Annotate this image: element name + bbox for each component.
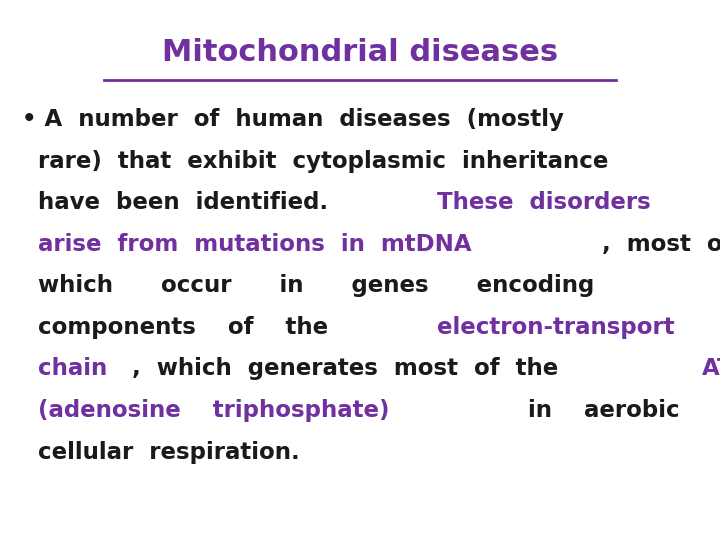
Text: Mitochondrial diseases: Mitochondrial diseases	[162, 38, 558, 67]
Text: ,  most  of: , most of	[602, 233, 720, 256]
Text: electron-transport: electron-transport	[437, 316, 675, 339]
Text: ATP: ATP	[702, 357, 720, 381]
Text: cellular  respiration.: cellular respiration.	[22, 441, 300, 464]
Text: have  been  identified.: have been identified.	[22, 191, 343, 214]
Text: in    aerobic: in aerobic	[496, 399, 680, 422]
Text: • A  number  of  human  diseases  (mostly: • A number of human diseases (mostly	[22, 108, 564, 131]
Text: chain: chain	[22, 357, 107, 381]
Text: which      occur      in      genes      encoding: which occur in genes encoding	[22, 274, 594, 298]
Text: ,  which  generates  most  of  the: , which generates most of the	[132, 357, 574, 381]
Text: components    of    the: components of the	[22, 316, 343, 339]
Text: (adenosine    triphosphate): (adenosine triphosphate)	[22, 399, 389, 422]
Text: These  disorders: These disorders	[437, 191, 651, 214]
Text: rare)  that  exhibit  cytoplasmic  inheritance: rare) that exhibit cytoplasmic inheritan…	[22, 150, 608, 173]
Text: arise  from  mutations  in  mtDNA: arise from mutations in mtDNA	[22, 233, 471, 256]
